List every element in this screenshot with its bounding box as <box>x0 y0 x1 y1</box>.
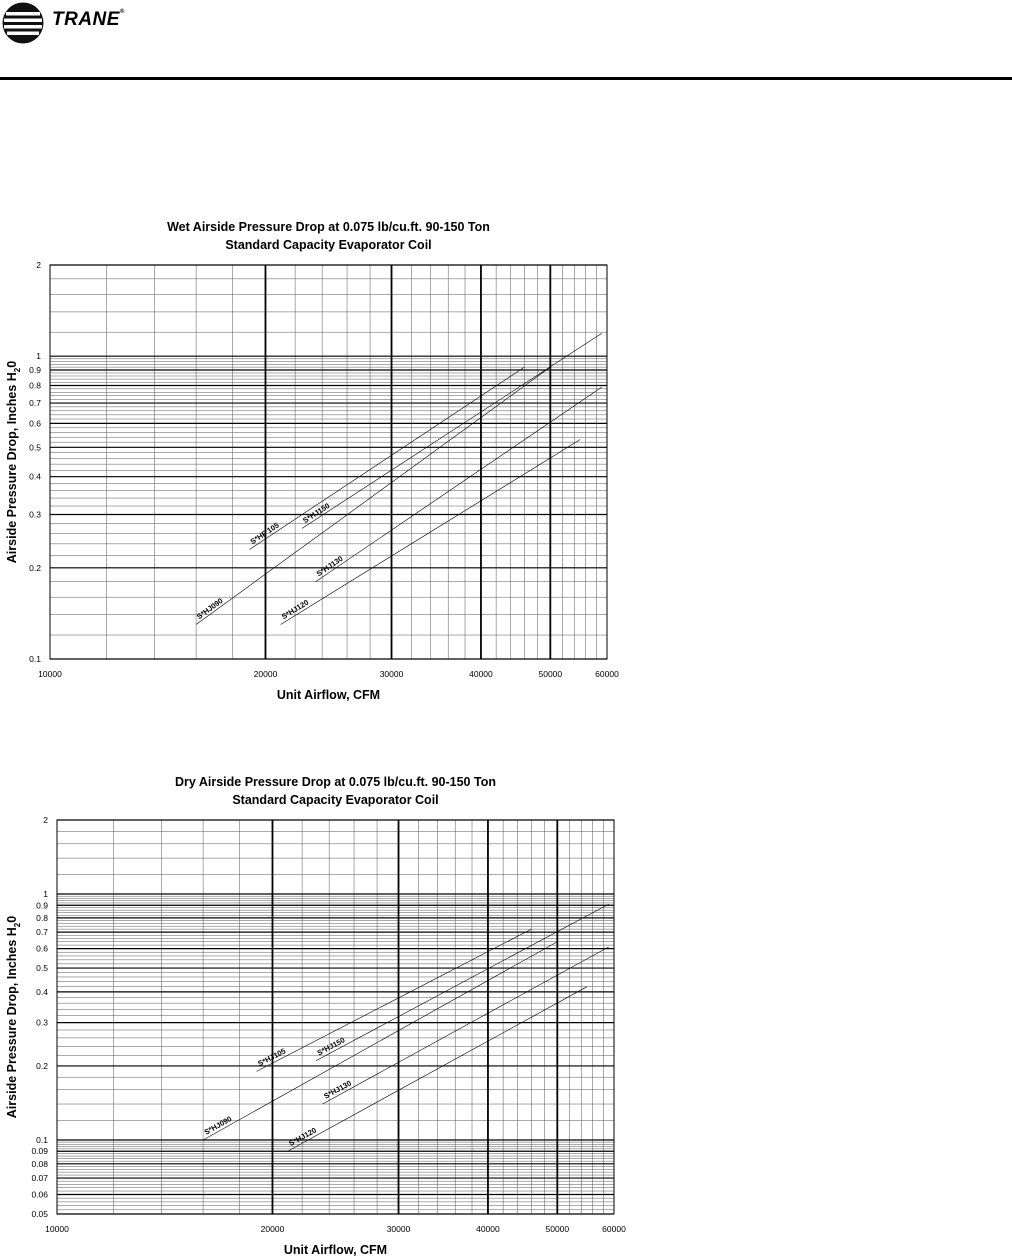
y-tick-label-0-07: 0.07 <box>31 1173 48 1183</box>
series-line-s-hj120 <box>287 986 588 1152</box>
x-tick-label-50000: 50000 <box>546 1224 570 1234</box>
y-tick-label-0-6: 0.6 <box>36 944 48 954</box>
y-tick-label-2: 2 <box>36 260 41 270</box>
chart-title: Dry Airside Pressure Drop at 0.075 lb/cu… <box>175 775 496 789</box>
plot-frame <box>56 819 615 1215</box>
y-tick-label-0-3: 0.3 <box>29 510 41 520</box>
y-tick-label-0-1: 0.1 <box>36 1135 48 1145</box>
y-tick-label-0-8: 0.8 <box>36 913 48 923</box>
chart-title: Wet Airside Pressure Drop at 0.075 lb/cu… <box>167 220 490 234</box>
x-tick-label-40000: 40000 <box>476 1224 500 1234</box>
y-tick-label-0-7: 0.7 <box>36 927 48 937</box>
series-line-s-hj120 <box>280 439 581 625</box>
x-axis-label: Unit Airflow, CFM <box>284 1243 387 1257</box>
chart-subtitle: Standard Capacity Evaporator Coil <box>225 238 431 252</box>
y-tick-label-2: 2 <box>43 815 48 825</box>
header-rule <box>0 77 1012 80</box>
series-label-s-hj150: S*HJ150 <box>301 501 331 525</box>
x-tick-label-10000: 10000 <box>45 1224 69 1234</box>
y-tick-label-0-5: 0.5 <box>29 442 41 452</box>
dry-pressure-drop-chart: Dry Airside Pressure Drop at 0.075 lb/cu… <box>0 770 1012 1260</box>
x-tick-label-60000: 60000 <box>602 1224 626 1234</box>
grid <box>49 264 608 660</box>
x-tick-label-60000: 60000 <box>595 669 619 679</box>
y-tick-label-0-6: 0.6 <box>29 418 41 428</box>
plot-frame <box>49 264 608 660</box>
y-axis-label-tail: 0 <box>5 916 19 923</box>
y-tick-label-0-4: 0.4 <box>36 987 48 997</box>
y-tick-label-0-09: 0.09 <box>31 1146 48 1156</box>
x-tick-label-20000: 20000 <box>261 1224 285 1234</box>
y-axis-label-main: Airside Pressure Drop, Inches H <box>5 372 19 563</box>
series-line-s-hj130 <box>322 946 609 1105</box>
y-axis-label: Airside Pressure Drop, Inches H20 <box>5 361 22 564</box>
y-tick-label-0-3: 0.3 <box>36 1018 48 1028</box>
y-tick-label-0-5: 0.5 <box>36 963 48 973</box>
y-tick-label-0-05: 0.05 <box>31 1209 48 1219</box>
series-line-s-hj150 <box>315 903 609 1061</box>
y-axis-label-subscript: 2 <box>13 367 22 372</box>
series-line-s-hj105 <box>256 928 532 1072</box>
series-line-s-hj130 <box>315 386 602 582</box>
y-tick-label-0-1: 0.1 <box>29 654 41 664</box>
y-tick-label-0-06: 0.06 <box>31 1190 48 1200</box>
dry-chart-svg: Dry Airside Pressure Drop at 0.075 lb/cu… <box>5 775 626 1257</box>
y-tick-label-0-08: 0.08 <box>31 1159 48 1169</box>
y-tick-label-0-2: 0.2 <box>36 1061 48 1071</box>
grid <box>56 819 615 1215</box>
y-axis-label: Airside Pressure Drop, Inches H20 <box>5 916 22 1119</box>
y-axis-label-subscript: 2 <box>13 922 22 927</box>
x-tick-label-20000: 20000 <box>254 669 278 679</box>
series-line-s-hj150 <box>301 333 602 529</box>
y-tick-label-0-4: 0.4 <box>29 472 41 482</box>
y-axis-label-tail: 0 <box>5 361 19 368</box>
x-tick-label-30000: 30000 <box>380 669 404 679</box>
trane-logo-icon <box>2 2 44 44</box>
brand-name: TRANE® <box>52 9 125 30</box>
series-label-s-hj090: S*HJ090 <box>195 596 225 621</box>
x-tick-label-10000: 10000 <box>38 669 62 679</box>
series-label-s-hj130: S*HJ130 <box>315 554 345 578</box>
page-header: TRANE® <box>0 0 1012 80</box>
wet-pressure-drop-chart: Wet Airside Pressure Drop at 0.075 lb/cu… <box>0 212 1012 707</box>
series-line-s-hj090 <box>195 366 551 625</box>
x-tick-label-30000: 30000 <box>387 1224 411 1234</box>
y-tick-label-0-2: 0.2 <box>29 563 41 573</box>
y-tick-label-1: 1 <box>43 889 48 899</box>
chart-subtitle: Standard Capacity Evaporator Coil <box>232 793 438 807</box>
y-axis-label-main: Airside Pressure Drop, Inches H <box>5 927 19 1118</box>
series-line-s-hj090 <box>202 941 558 1141</box>
x-axis-label: Unit Airflow, CFM <box>277 688 380 702</box>
wet-chart-svg: Wet Airside Pressure Drop at 0.075 lb/cu… <box>5 220 619 702</box>
x-tick-label-50000: 50000 <box>539 669 563 679</box>
y-tick-label-1: 1 <box>36 351 41 361</box>
series-line-s-hf-105 <box>249 366 525 550</box>
x-tick-label-40000: 40000 <box>469 669 493 679</box>
y-tick-label-0-9: 0.9 <box>36 900 48 910</box>
y-tick-label-0-8: 0.8 <box>29 381 41 391</box>
y-tick-label-0-7: 0.7 <box>29 398 41 408</box>
y-tick-label-0-9: 0.9 <box>29 365 41 375</box>
